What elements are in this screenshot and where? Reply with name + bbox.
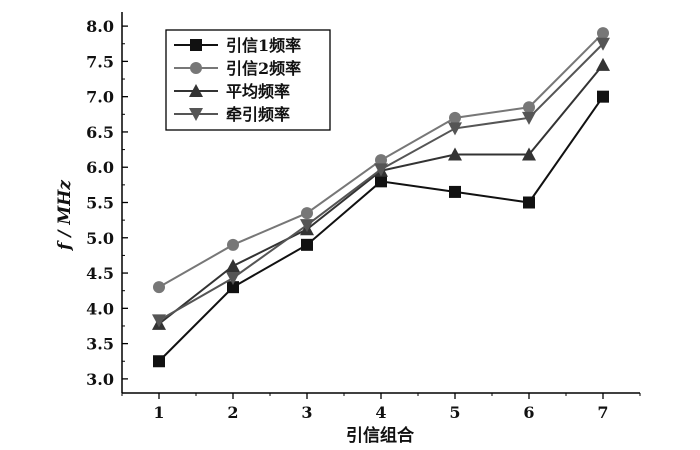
data-point [301, 238, 313, 251]
data-point [375, 175, 387, 188]
data-point [374, 163, 388, 177]
y-tick-label: 4.5 [86, 264, 114, 283]
data-point [522, 147, 536, 161]
data-point [227, 281, 239, 294]
x-tick-label: 4 [375, 403, 386, 422]
data-point [226, 271, 240, 285]
data-point [153, 355, 165, 368]
data-point [375, 154, 387, 167]
data-point [597, 27, 609, 40]
data-point [596, 57, 610, 71]
data-point [448, 147, 462, 161]
legend-label: 引信1频率 [226, 36, 301, 55]
y-axis-label: f / MHz [55, 180, 75, 251]
legend-label: 平均频率 [226, 82, 290, 101]
data-point [596, 37, 610, 51]
data-point [152, 314, 166, 328]
legend-marker [189, 84, 203, 97]
data-point [300, 219, 314, 233]
y-tick-label: 4.0 [86, 299, 114, 318]
x-tick-label: 2 [227, 403, 238, 422]
x-tick-label: 1 [153, 403, 164, 422]
y-tick-label: 8.0 [86, 17, 114, 36]
y-tick-label: 7.0 [86, 88, 114, 107]
series-2 [153, 27, 609, 294]
y-tick-label: 5.5 [86, 194, 114, 213]
legend-marker [190, 62, 202, 74]
series-group [152, 27, 610, 368]
data-point [449, 185, 461, 198]
y-tick-label: 5.0 [86, 229, 114, 248]
legend-label: 牵引频率 [226, 105, 290, 124]
legend-marker [189, 108, 203, 121]
data-point [227, 238, 239, 251]
data-point [226, 259, 240, 272]
data-point [523, 196, 535, 209]
x-tick-label: 7 [597, 403, 608, 422]
y-tick-label: 3.5 [86, 335, 114, 354]
series-4 [152, 37, 610, 328]
data-point [523, 101, 535, 114]
y-tick-label: 6.5 [86, 123, 114, 142]
series-line [158, 96, 604, 362]
data-point [448, 122, 462, 136]
legend-marker [190, 39, 202, 51]
data-point [449, 111, 461, 124]
x-tick-label: 3 [301, 403, 312, 422]
x-tick-label: 5 [449, 403, 460, 422]
y-tick-label: 3.0 [86, 370, 114, 389]
data-point [597, 90, 609, 103]
data-point [301, 207, 313, 220]
plot-axes: 3.0 3.5 4.0 4.5 5.0 5.5 6.0 6.5 7.0 7.5 8.0 1 2 3 4 5 6 7 [86, 12, 641, 422]
x-tick-label: 6 [523, 403, 534, 422]
y-tick-label: 7.5 [86, 52, 114, 71]
data-point [522, 111, 536, 125]
legend-label: 引信2频率 [226, 59, 301, 78]
series-1 [153, 90, 609, 368]
data-point [153, 281, 165, 294]
x-axis-label: 引信组合 [346, 425, 415, 446]
y-tick-label: 6.0 [86, 158, 114, 177]
